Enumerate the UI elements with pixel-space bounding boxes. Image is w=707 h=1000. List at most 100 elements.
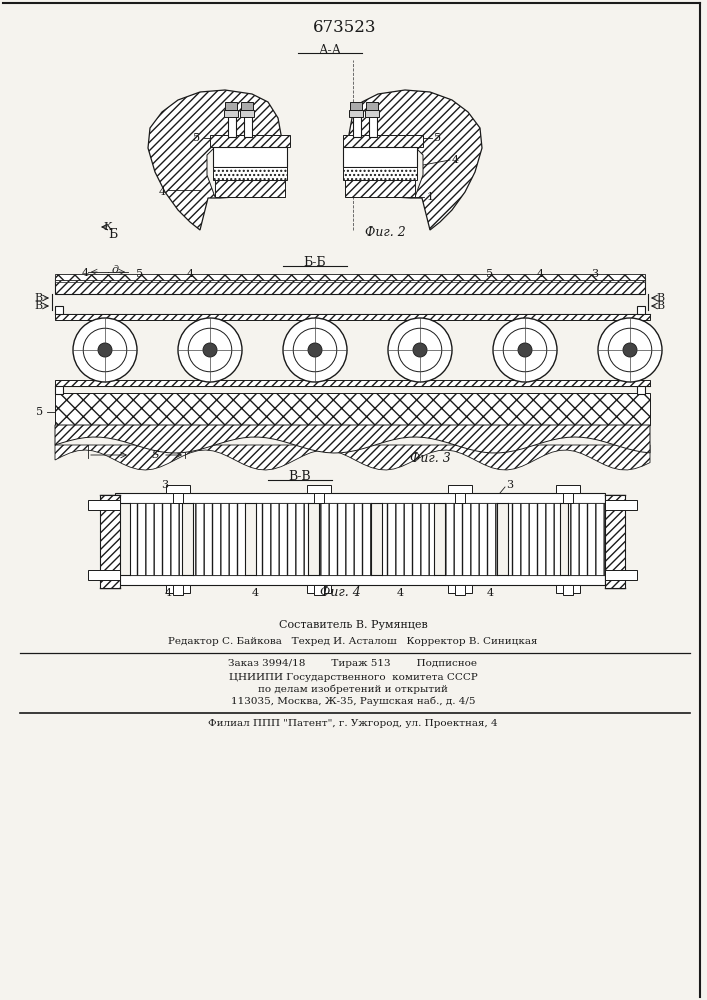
Bar: [448, 585, 472, 593]
Bar: [605, 570, 637, 580]
Circle shape: [83, 328, 127, 372]
Text: 5: 5: [136, 269, 144, 279]
Text: В: В: [34, 293, 42, 303]
Bar: [240, 110, 254, 117]
Bar: [213, 147, 287, 167]
Bar: [319, 503, 371, 575]
Bar: [55, 393, 650, 425]
Bar: [213, 167, 287, 180]
Polygon shape: [55, 425, 650, 453]
Bar: [350, 137, 415, 147]
Text: В: В: [656, 293, 664, 303]
Bar: [115, 575, 605, 585]
Text: В: В: [34, 301, 42, 311]
Circle shape: [623, 343, 637, 357]
Text: 5: 5: [37, 407, 44, 417]
Bar: [115, 493, 605, 503]
Text: 673523: 673523: [313, 18, 377, 35]
Bar: [215, 137, 280, 147]
Bar: [343, 147, 417, 167]
Bar: [366, 102, 378, 110]
Text: Фиг. 3: Фиг. 3: [409, 452, 450, 464]
Bar: [224, 110, 238, 117]
Text: Заказ 3994/18        Тираж 513        Подписное: Заказ 3994/18 Тираж 513 Подписное: [228, 658, 477, 668]
Text: А-А: А-А: [318, 43, 341, 56]
Bar: [55, 278, 645, 282]
Bar: [55, 278, 645, 294]
Bar: [349, 110, 363, 117]
Bar: [605, 495, 625, 588]
Text: В-В: В-В: [288, 471, 311, 484]
Text: Редактор С. Байкова   Техред И. Асталош   Корректор В. Синицкая: Редактор С. Байкова Техред И. Асталош Ко…: [168, 637, 538, 646]
Bar: [563, 585, 573, 595]
Bar: [382, 503, 434, 575]
Bar: [307, 485, 331, 493]
Bar: [166, 585, 190, 593]
Circle shape: [413, 343, 427, 357]
Text: 4: 4: [158, 187, 165, 197]
Circle shape: [98, 343, 112, 357]
Polygon shape: [148, 90, 282, 230]
Circle shape: [188, 328, 232, 372]
Polygon shape: [348, 90, 482, 230]
Circle shape: [493, 318, 557, 382]
Text: 4: 4: [452, 155, 459, 165]
Bar: [88, 500, 120, 510]
Bar: [228, 115, 236, 137]
Text: 5: 5: [194, 133, 201, 143]
Text: 5: 5: [486, 269, 493, 279]
Bar: [369, 115, 377, 137]
Circle shape: [203, 343, 217, 357]
Text: ЦНИИПИ Государственного  комитета СССР: ЦНИИПИ Государственного комитета СССР: [228, 672, 477, 682]
Bar: [55, 380, 650, 386]
Bar: [166, 485, 190, 493]
Circle shape: [398, 328, 442, 372]
Bar: [568, 503, 620, 575]
Text: S: S: [151, 450, 159, 460]
Bar: [88, 570, 120, 580]
Text: 3: 3: [592, 269, 599, 279]
Circle shape: [598, 318, 662, 382]
Bar: [55, 274, 645, 280]
Bar: [455, 493, 465, 503]
Text: 4: 4: [187, 269, 194, 279]
Circle shape: [518, 343, 532, 357]
Text: 4: 4: [81, 268, 88, 278]
Text: 5: 5: [434, 133, 442, 143]
Bar: [225, 102, 237, 110]
Bar: [241, 102, 253, 110]
Bar: [210, 135, 290, 147]
Bar: [55, 306, 63, 314]
Text: Фиг. 2: Фиг. 2: [365, 226, 405, 238]
Bar: [314, 585, 324, 595]
Text: Б-Б: Б-Б: [304, 256, 327, 269]
Bar: [445, 503, 497, 575]
Text: 113035, Москва, Ж-35, Раушская наб., д. 4/5: 113035, Москва, Ж-35, Раушская наб., д. …: [230, 696, 475, 706]
Bar: [350, 102, 362, 110]
Text: 4: 4: [397, 588, 404, 598]
Bar: [173, 585, 183, 595]
Circle shape: [388, 318, 452, 382]
Circle shape: [283, 318, 347, 382]
Polygon shape: [352, 147, 423, 197]
Circle shape: [73, 318, 137, 382]
Circle shape: [608, 328, 652, 372]
Circle shape: [503, 328, 547, 372]
Text: 4: 4: [165, 588, 172, 598]
Bar: [448, 485, 472, 493]
Bar: [193, 503, 245, 575]
Bar: [343, 167, 417, 180]
Text: 4: 4: [252, 588, 259, 598]
Bar: [345, 180, 415, 197]
Bar: [455, 585, 465, 595]
Bar: [55, 314, 650, 320]
Bar: [556, 585, 580, 593]
Text: К: К: [104, 222, 112, 232]
Bar: [314, 493, 324, 503]
Bar: [353, 115, 361, 137]
Text: 4: 4: [486, 588, 493, 598]
Bar: [173, 493, 183, 503]
Circle shape: [178, 318, 242, 382]
Bar: [508, 503, 560, 575]
Bar: [563, 493, 573, 503]
